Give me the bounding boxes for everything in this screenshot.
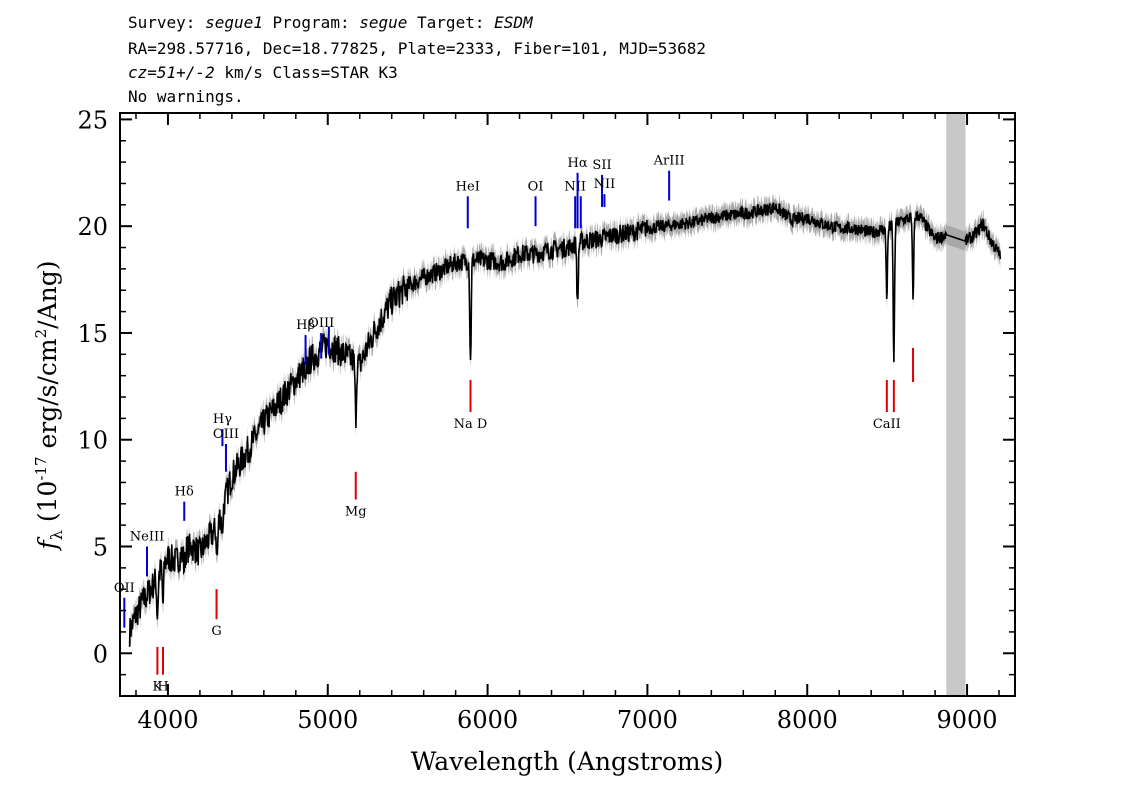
y-axis-label: fλ (10-17 erg/s/cm2/Ang) [32, 260, 66, 551]
x-tick-label: 8000 [777, 706, 838, 734]
absorption-line-label: CaII [873, 417, 901, 432]
x-tick-label: 6000 [457, 706, 518, 734]
masked-region-band [946, 113, 966, 696]
header-line-2: RA=298.57716, Dec=18.77825, Plate=2333, … [128, 39, 706, 58]
emission-line-label: OIII [308, 316, 334, 331]
header-line-1: Survey: segue1 Program: segue Target: ES… [128, 14, 533, 32]
emission-line-label: OII [114, 581, 135, 596]
emission-line-label: Hβ [296, 318, 315, 333]
emission-line-label: SII [592, 158, 611, 173]
emission-line-label: HeI [456, 179, 480, 194]
target-label: Target: [417, 13, 485, 32]
header-line-3: cz=51+/-2 km/s Class=STAR K3 [128, 64, 398, 82]
x-axis-label: Wavelength (Angstroms) [411, 747, 723, 776]
absorption-line-label: G [211, 624, 221, 639]
program-value: segue [359, 13, 408, 32]
masked-band-layer [946, 113, 966, 696]
emission-line-label: NII [564, 179, 586, 194]
x-tick-label: 7000 [617, 706, 678, 734]
y-tick-label: 25 [77, 106, 108, 134]
y-tick-label: 20 [77, 213, 108, 241]
cz-value: cz=51+/-2 [128, 63, 215, 82]
cz-units: km/s Class=STAR K3 [224, 63, 398, 82]
flux-line-layer [128, 202, 1002, 647]
emission-line-label: OI [528, 179, 544, 194]
absorption-line-label: H [157, 680, 168, 695]
emission-line-label: Hγ [213, 412, 232, 427]
target-value: ESDM [494, 13, 533, 32]
emission-line-label: Hδ [175, 485, 194, 500]
plot-frame [119, 112, 1016, 697]
flux-series-line [128, 202, 1002, 647]
y-tick-label: 0 [93, 640, 108, 668]
y-tick-label: 15 [77, 320, 108, 348]
survey-value: segue1 [205, 13, 263, 32]
emission-line-label: NeIII [130, 530, 164, 545]
program-label: Program: [272, 13, 350, 32]
x-tick-label: 9000 [937, 706, 998, 734]
header-line-4: No warnings. [128, 87, 244, 106]
emission-line-label: NII [594, 177, 616, 192]
absorption-line-label: Mg [345, 505, 367, 520]
x-tick-label: 4000 [137, 706, 198, 734]
y-tick-label: 5 [93, 534, 108, 562]
axis-ticks: 4000 5000 6000 7000 8000 9000 0 5 10 15 20 25 [77, 106, 1015, 734]
emission-line-label: ArIII [653, 154, 685, 169]
absorption-line-label: K [153, 680, 163, 695]
emission-line-label: Hα [568, 156, 588, 171]
y-tick-label: 10 [77, 427, 108, 455]
x-tick-label: 5000 [297, 706, 358, 734]
absorption-line-label: Na D [454, 417, 488, 432]
emission-line-label: OIII [213, 427, 239, 442]
survey-label: Survey: [128, 13, 196, 32]
